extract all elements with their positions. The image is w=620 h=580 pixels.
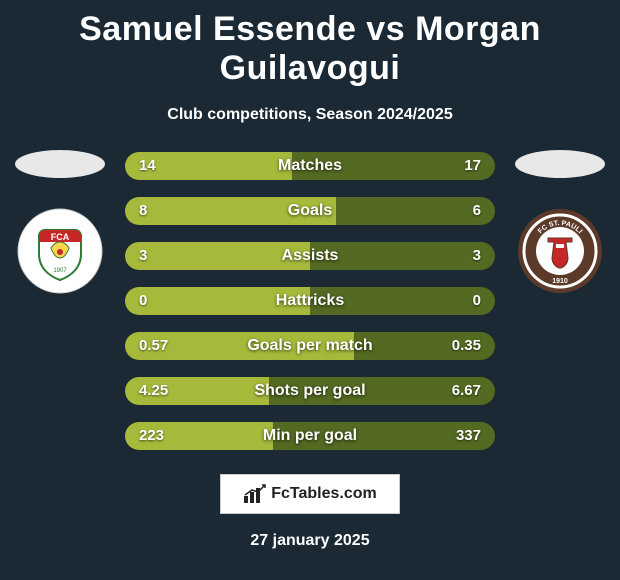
stat-row: 86Goals <box>125 197 495 225</box>
comparison-arena: FCA 1907 FC ST. PAULI 1910 1417Matches86… <box>0 146 620 450</box>
stat-value-left: 0.57 <box>125 332 182 360</box>
subtitle: Club competitions, Season 2024/2025 <box>0 106 620 124</box>
stat-value-left: 4.25 <box>125 377 182 405</box>
club-crest-left: FCA 1907 <box>17 208 103 294</box>
stat-value-left: 0 <box>125 287 161 315</box>
stat-value-left: 3 <box>125 242 161 270</box>
stat-value-right: 17 <box>450 152 495 180</box>
svg-text:FCA: FCA <box>51 232 70 242</box>
page-title: Samuel Essende vs Morgan Guilavogui <box>0 0 620 88</box>
stat-row: 1417Matches <box>125 152 495 180</box>
stat-value-right: 337 <box>442 422 495 450</box>
stat-value-left: 8 <box>125 197 161 225</box>
player-left-column: FCA 1907 <box>0 146 120 294</box>
stat-value-right: 6 <box>459 197 495 225</box>
club-crest-right: FC ST. PAULI 1910 <box>517 208 603 294</box>
fctables-logo-icon <box>243 484 267 504</box>
stat-value-left: 14 <box>125 152 170 180</box>
svg-text:1907: 1907 <box>53 268 67 274</box>
stat-row: 223337Min per goal <box>125 422 495 450</box>
stat-row: 0.570.35Goals per match <box>125 332 495 360</box>
stpauli-crest-icon: FC ST. PAULI 1910 <box>517 208 603 294</box>
svg-text:1910: 1910 <box>552 278 568 285</box>
augsburg-crest-icon: FCA 1907 <box>17 208 103 294</box>
stat-value-right: 0 <box>459 287 495 315</box>
branding-badge: FcTables.com <box>220 474 400 514</box>
player-left-silhouette <box>15 150 105 178</box>
date-label: 27 january 2025 <box>0 532 620 550</box>
player-right-silhouette <box>515 150 605 178</box>
stat-value-right: 3 <box>459 242 495 270</box>
stat-rows: 1417Matches86Goals33Assists00Hattricks0.… <box>125 146 495 450</box>
player-right-column: FC ST. PAULI 1910 <box>500 146 620 294</box>
stat-row: 33Assists <box>125 242 495 270</box>
stat-value-left: 223 <box>125 422 178 450</box>
stat-value-right: 0.35 <box>438 332 495 360</box>
branding-text: FcTables.com <box>271 485 377 503</box>
stat-value-right: 6.67 <box>438 377 495 405</box>
stat-row: 00Hattricks <box>125 287 495 315</box>
stat-row: 4.256.67Shots per goal <box>125 377 495 405</box>
